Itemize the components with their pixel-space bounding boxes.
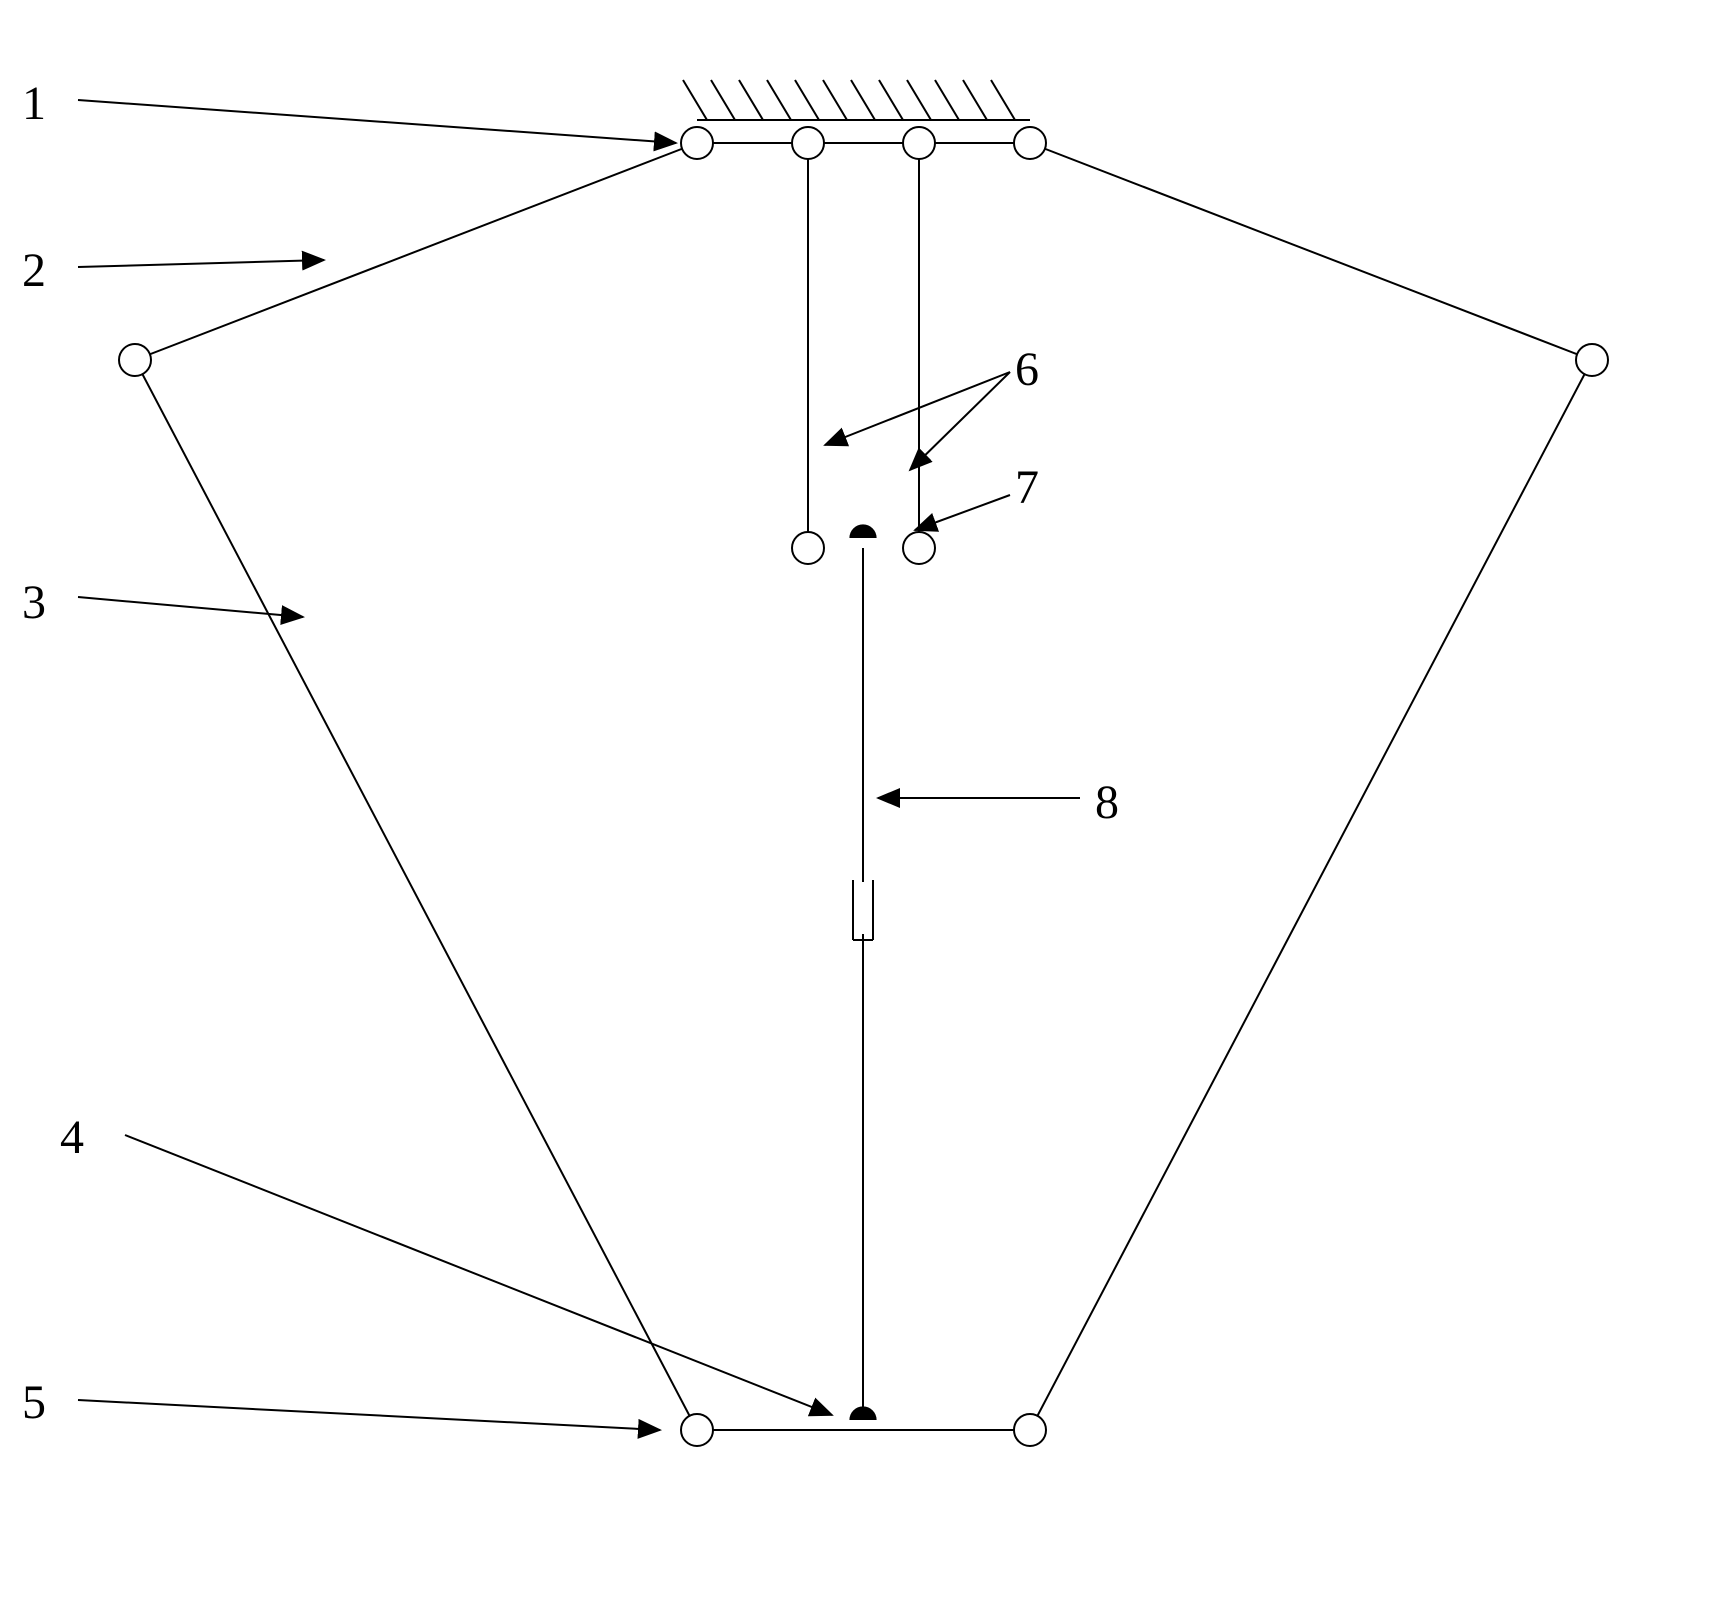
label-4: 4 (60, 1110, 84, 1165)
label-6: 6 (1015, 342, 1039, 397)
label-7: 7 (1015, 460, 1039, 515)
central-rod (853, 548, 873, 1408)
label-1: 1 (22, 76, 46, 131)
label-3: 3 (22, 575, 46, 630)
label-arrows (78, 100, 1080, 1430)
mechanism-diagram (0, 0, 1711, 1598)
ground-hatching (683, 80, 1030, 120)
label-5: 5 (22, 1375, 46, 1430)
label-2: 2 (22, 243, 46, 298)
label-8: 8 (1095, 775, 1119, 830)
